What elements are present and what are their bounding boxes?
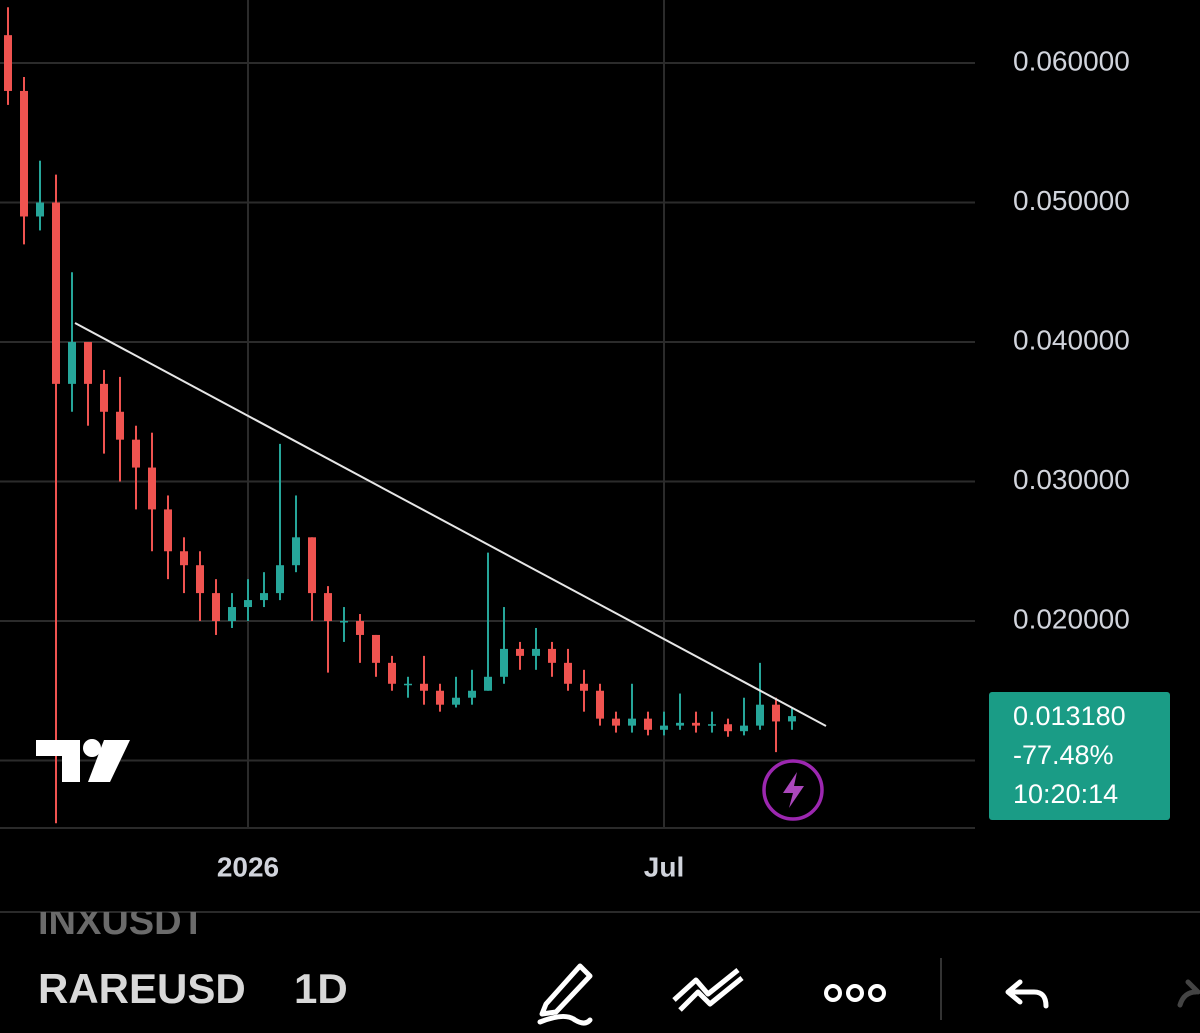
candle-body (692, 722, 700, 726)
y-tick-label: 0.060000 (1013, 45, 1130, 76)
candle-body (116, 411, 124, 440)
draw-tool[interactable] (537, 963, 593, 1026)
candle-body (468, 690, 476, 698)
candle-body (36, 202, 44, 217)
y-tick-label: 0.020000 (1013, 603, 1130, 634)
trend-line[interactable] (74, 322, 827, 727)
candle-body (308, 537, 316, 594)
candle-body (228, 607, 236, 621)
candle-body (420, 683, 428, 691)
grid (0, 0, 975, 828)
candle-body (628, 718, 636, 726)
price-label-box (989, 692, 1170, 820)
undo-button[interactable] (1005, 979, 1049, 1009)
candle-body (724, 724, 732, 732)
candle-body (500, 648, 508, 677)
candle-body (772, 704, 780, 722)
candle-body (596, 690, 604, 719)
candle-body (276, 565, 284, 594)
candle-body (164, 509, 172, 552)
candle-body (516, 648, 524, 656)
candle-body (612, 718, 620, 726)
candle-body (100, 383, 108, 412)
candle-body (292, 537, 300, 566)
candle-body (644, 718, 652, 730)
candle-body (564, 662, 572, 684)
candle-body (756, 704, 764, 726)
candle-body (52, 202, 60, 384)
candle-body (788, 716, 796, 722)
interval[interactable]: 1D (294, 965, 348, 1012)
candle-body (740, 725, 748, 732)
candle-body (388, 662, 396, 684)
redo-button[interactable] (1177, 979, 1200, 1008)
y-tick-label: 0.030000 (1013, 464, 1130, 495)
candle-body (708, 724, 716, 726)
candle-body (68, 342, 76, 384)
candle-body (532, 648, 540, 656)
candle-body (260, 593, 268, 601)
candle-body (484, 676, 492, 691)
tradingview-logo (36, 739, 130, 782)
candle-body (340, 621, 348, 623)
x-tick-label: 2026 (217, 851, 279, 882)
more-button[interactable] (824, 984, 886, 1002)
previous-symbol[interactable]: INXUSDT (38, 901, 205, 943)
candle-body (404, 683, 412, 686)
candle-body (148, 467, 156, 510)
candle-body (580, 683, 588, 691)
candle-body (676, 722, 684, 726)
candle-body (548, 648, 556, 663)
candle-body (132, 439, 140, 468)
change: -77.48% (1013, 740, 1114, 770)
candle-body (196, 565, 204, 594)
trend-tool[interactable] (672, 968, 744, 1012)
lightning-button[interactable] (762, 759, 824, 821)
candle-body (244, 600, 252, 608)
y-axis: 0.0100000.0200000.0300000.0400000.050000… (1013, 45, 1130, 773)
candle-body (20, 90, 28, 217)
candle-body (452, 697, 460, 705)
candle-body (212, 593, 220, 621)
countdown: 10:20:14 (1013, 779, 1118, 809)
candle-body (356, 621, 364, 635)
price: 0.013180 (1013, 701, 1126, 731)
y-tick-label: 0.040000 (1013, 324, 1130, 355)
x-tick-label: Jul (644, 851, 684, 882)
y-tick-label: 0.050000 (1013, 185, 1130, 216)
candle-body (324, 593, 332, 621)
candle-body (180, 551, 188, 566)
candle-body (372, 634, 380, 663)
candles (4, 7, 796, 824)
candle-body (84, 342, 92, 384)
candle-body (660, 725, 668, 730)
candle-body (436, 690, 444, 705)
candle-body (4, 35, 12, 91)
x-axis: 2026 Jul (217, 851, 684, 882)
symbol[interactable]: RAREUSD (38, 965, 246, 1012)
